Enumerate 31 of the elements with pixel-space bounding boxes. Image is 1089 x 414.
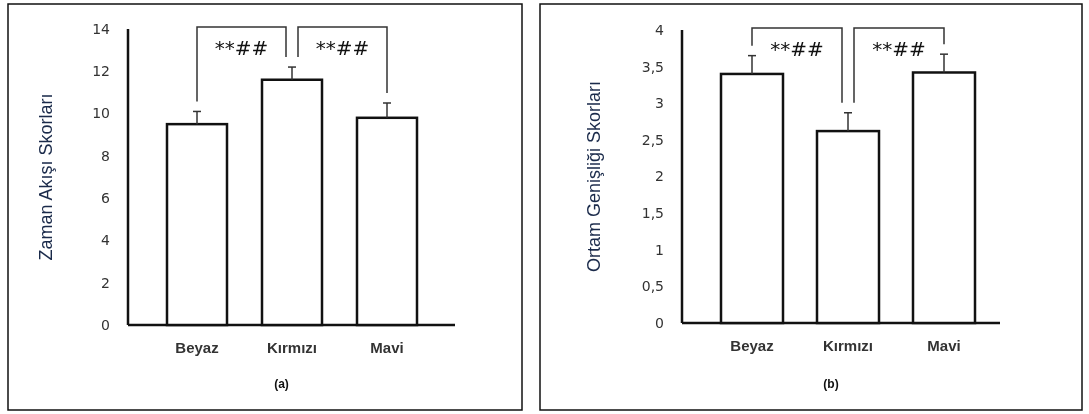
- y-tick-label: 6: [101, 190, 111, 207]
- y-tick-label: 3,5: [641, 58, 664, 75]
- x-tick-label: Mavi: [927, 337, 961, 354]
- x-tick-label: Beyaz: [175, 339, 219, 356]
- y-tick-label: 0,5: [641, 278, 664, 295]
- annotation: **##: [770, 37, 824, 61]
- y-tick-label: 2,5: [641, 131, 664, 148]
- y-tick-label: 4: [655, 21, 665, 38]
- y-tick-label: 1,5: [641, 205, 664, 222]
- y-axis-title: Zaman Akışı Skorları: [36, 93, 56, 261]
- y-axis-title: Ortam Genişliği Skorları: [584, 80, 604, 273]
- y-tick-label: 8: [101, 147, 110, 164]
- y-tick-label: 2: [101, 274, 110, 291]
- y-tick-label: 10: [92, 105, 110, 122]
- x-tick-label: Beyaz: [730, 337, 774, 354]
- y-tick-label: 2: [655, 168, 664, 185]
- y-tick-label: 12: [92, 63, 110, 80]
- annotation: **##: [872, 37, 926, 61]
- text: (a): [274, 377, 289, 391]
- y-tick-label: 4: [101, 232, 111, 249]
- x-tick-label: Kırmızı: [266, 339, 318, 356]
- y-tick-label: 14: [92, 20, 111, 37]
- y-tick-label: 0: [101, 316, 110, 333]
- annotation: **##: [315, 36, 370, 60]
- x-tick-label: Mavi: [370, 339, 404, 356]
- y-tick-label: 1: [655, 241, 664, 258]
- text: (b): [823, 377, 839, 391]
- x-tick-label: Kırmızı: [822, 337, 874, 354]
- y-tick-label: 0: [655, 314, 664, 331]
- annotation: **##: [214, 36, 269, 60]
- y-tick-label: 3: [655, 95, 664, 112]
